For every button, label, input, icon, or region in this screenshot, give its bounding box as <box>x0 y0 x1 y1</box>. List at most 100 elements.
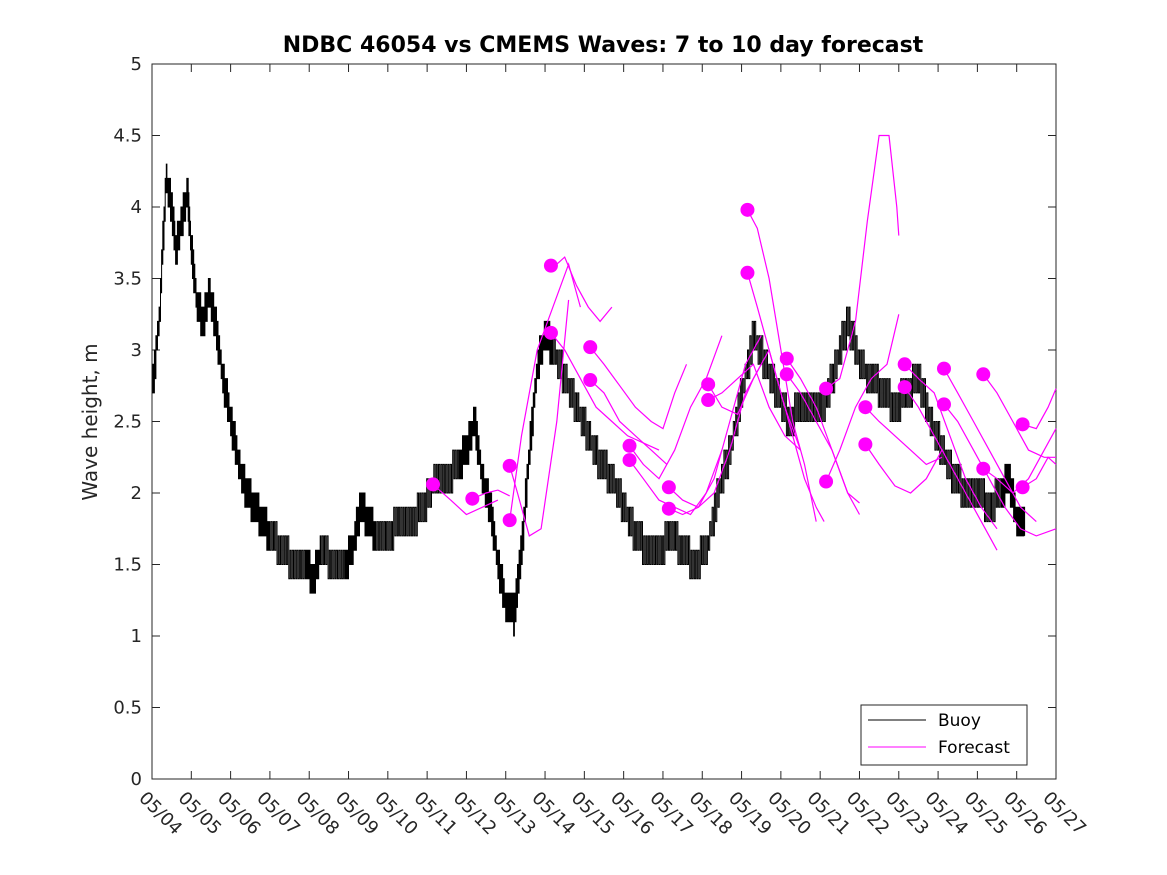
forecast-start-point <box>936 361 951 376</box>
forecast-start-point <box>583 340 598 355</box>
x-tick-label: 05/26 <box>999 788 1051 840</box>
legend: Buoy Forecast <box>860 704 1028 766</box>
forecast-run-line <box>825 314 900 482</box>
y-tick-label: 4.5 <box>113 126 142 147</box>
forecast-start-point <box>426 477 441 492</box>
forecast-run-line <box>904 363 998 530</box>
forecast-run-line <box>629 335 723 480</box>
legend-forecast-label: Forecast <box>938 738 1010 758</box>
forecast-run-line <box>509 299 570 537</box>
x-tick-label: 05/15 <box>567 788 619 840</box>
forecast-start-point <box>1015 480 1030 495</box>
forecast-start-point <box>976 367 991 382</box>
y-tick-label: 4 <box>131 197 142 218</box>
y-tick-label: 5 <box>131 54 142 75</box>
y-tick-label: 1.5 <box>113 555 142 576</box>
forecast-run-line <box>786 373 861 515</box>
forecast-run-line <box>550 332 660 451</box>
x-tick-label: 05/04 <box>134 788 186 840</box>
forecast-start-point <box>1015 417 1030 432</box>
forecast-start-point <box>740 202 755 217</box>
x-tick-label: 05/13 <box>488 788 540 840</box>
x-tick-label: 05/22 <box>842 788 894 840</box>
forecast-start-point <box>622 453 637 468</box>
y-axis-label: Wave height, m <box>78 343 102 500</box>
x-tick-label: 05/07 <box>252 788 304 840</box>
forecast-start-point <box>779 351 794 366</box>
forecast-run-line <box>668 364 762 509</box>
x-tick-label: 05/09 <box>331 788 383 840</box>
buoy-line <box>152 163 1026 637</box>
forecast-run-line <box>668 335 762 516</box>
x-tick-label: 05/10 <box>370 788 422 840</box>
forecast-run-line <box>1022 388 1057 430</box>
forecast-start-point <box>701 393 716 408</box>
legend-buoy-label: Buoy <box>938 711 981 731</box>
forecast-start-point <box>858 437 873 452</box>
forecast-run-line <box>864 406 943 466</box>
forecast-series <box>426 134 1057 551</box>
x-tick-label: 05/12 <box>449 788 501 840</box>
forecast-start-point <box>858 400 873 415</box>
chart-title: NDBC 46054 vs CMEMS Waves: 7 to 10 day f… <box>283 33 924 58</box>
forecast-run-line <box>786 358 860 504</box>
x-tick-label: 05/21 <box>803 788 855 840</box>
forecast-run-line <box>589 379 668 465</box>
forecast-run-line <box>864 444 943 494</box>
plot-area <box>151 63 1057 780</box>
x-tick-label: 05/27 <box>1038 788 1090 840</box>
x-tick-label: 05/23 <box>881 788 933 840</box>
forecast-start-point <box>543 258 558 273</box>
forecast-start-point <box>465 491 480 506</box>
forecast-start-point <box>936 397 951 412</box>
axes-box <box>151 63 1057 780</box>
forecast-start-point <box>701 377 716 392</box>
y-tick-label: 3 <box>131 340 142 361</box>
forecast-start-point <box>502 458 517 473</box>
forecast-run-line <box>629 449 723 516</box>
forecast-start-point <box>661 480 676 495</box>
x-tick-label: 05/19 <box>724 788 776 840</box>
forecast-run-line <box>746 209 817 522</box>
y-tick-label: 2.5 <box>113 412 142 433</box>
y-tick-label: 0 <box>131 769 142 790</box>
x-tick-label: 05/06 <box>213 788 265 840</box>
forecast-run-line <box>746 272 825 522</box>
y-axis-ticks: 0 0.5 1 1.5 2 2.5 3 3.5 4 4.5 5 <box>113 54 1056 790</box>
x-tick-label: 05/18 <box>685 788 737 840</box>
x-tick-label: 05/11 <box>410 788 462 840</box>
legend-box <box>860 704 1028 766</box>
x-tick-label: 05/20 <box>763 788 815 840</box>
buoy-series <box>152 163 1026 637</box>
forecast-start-point <box>661 501 676 516</box>
forecast-run-line <box>1022 456 1057 488</box>
forecast-start-point <box>543 325 558 340</box>
forecast-start-point <box>819 474 834 489</box>
forecast-start-point <box>779 367 794 382</box>
y-tick-label: 1 <box>131 626 142 647</box>
forecast-start-point <box>502 513 517 528</box>
x-tick-label: 05/08 <box>292 788 344 840</box>
forecast-start-point <box>976 461 991 476</box>
y-tick-label: 3.5 <box>113 269 142 290</box>
forecast-run-line <box>982 373 1056 458</box>
forecast-run-line <box>589 346 688 430</box>
x-tick-label: 05/16 <box>606 788 658 840</box>
forecast-run-line <box>943 368 1037 523</box>
forecast-start-point <box>897 357 912 372</box>
y-tick-label: 2 <box>131 483 142 504</box>
forecast-run-line <box>432 483 499 516</box>
x-tick-label: 05/25 <box>960 788 1012 840</box>
forecast-start-point <box>897 380 912 395</box>
forecast-start-point <box>740 265 755 280</box>
forecast-run-line <box>707 363 801 451</box>
y-tick-label: 0.5 <box>113 698 142 719</box>
forecast-start-point <box>583 373 598 388</box>
forecast-run-line <box>904 386 998 551</box>
x-tick-label: 05/17 <box>645 788 697 840</box>
forecast-run-line <box>825 134 900 390</box>
x-tick-label: 05/24 <box>921 788 973 840</box>
forecast-start-point <box>819 381 834 396</box>
x-tick-label: 05/14 <box>528 788 580 840</box>
